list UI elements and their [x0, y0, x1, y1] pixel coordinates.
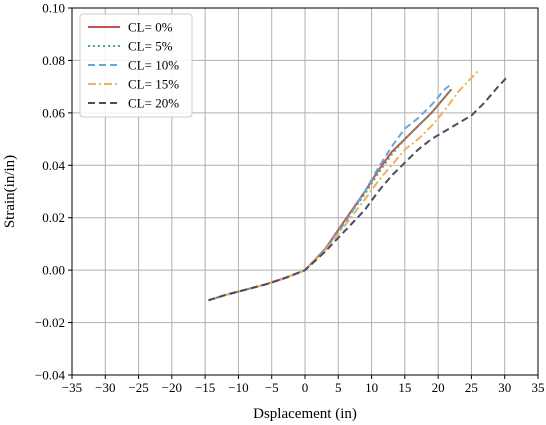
- x-tick-label: −20: [162, 380, 182, 395]
- x-axis-title: Dsplacement (in): [253, 406, 357, 422]
- legend-label-2: CL= 10%: [128, 58, 179, 73]
- x-tick-label: 15: [398, 380, 411, 395]
- y-tick-label: 0.06: [42, 105, 65, 120]
- x-tick-label: −30: [95, 380, 115, 395]
- y-axis-title: Strain(in/in): [2, 155, 18, 228]
- series-layer: [208, 71, 508, 300]
- legend-label-3: CL= 15%: [128, 77, 179, 92]
- y-tick-label: 0.02: [42, 210, 65, 225]
- x-tick-label: 20: [432, 380, 445, 395]
- x-tick-label: 35: [532, 380, 545, 395]
- y-tick-label: 0.10: [42, 1, 65, 16]
- y-tick-label: 0.08: [42, 53, 65, 68]
- x-tick-label: 5: [335, 380, 342, 395]
- legend-label-4: CL= 20%: [128, 96, 179, 111]
- x-tick-label: −10: [228, 380, 248, 395]
- y-tick-label: 0.00: [42, 263, 65, 278]
- y-tick-label: −0.02: [35, 315, 65, 330]
- x-tick-label: 10: [365, 380, 378, 395]
- y-tick-label: −0.04: [35, 368, 66, 383]
- x-tick-label: −5: [265, 380, 279, 395]
- series-line-4: [208, 76, 508, 300]
- x-tick-label: 30: [498, 380, 511, 395]
- y-tick-label: 0.04: [42, 158, 65, 173]
- series-line-2: [208, 84, 451, 300]
- x-tick-label: −15: [195, 380, 215, 395]
- legend-label-0: CL= 0%: [128, 20, 173, 35]
- legend-label-1: CL= 5%: [128, 39, 173, 54]
- x-tick-label: 0: [302, 380, 309, 395]
- legend: CL= 0% CL= 5% CL= 10% CL= 15% CL= 20%: [80, 14, 192, 117]
- x-tick-label: 25: [465, 380, 478, 395]
- y-ticks: −0.04 −0.02 0.00 0.02 0.04 0.06 0.08 0.10: [35, 1, 72, 383]
- x-ticks: −35 −30 −25 −20 −15 −10 −5 0 5 10 15 20 25 30 35: [62, 375, 545, 395]
- x-tick-label: −25: [128, 380, 148, 395]
